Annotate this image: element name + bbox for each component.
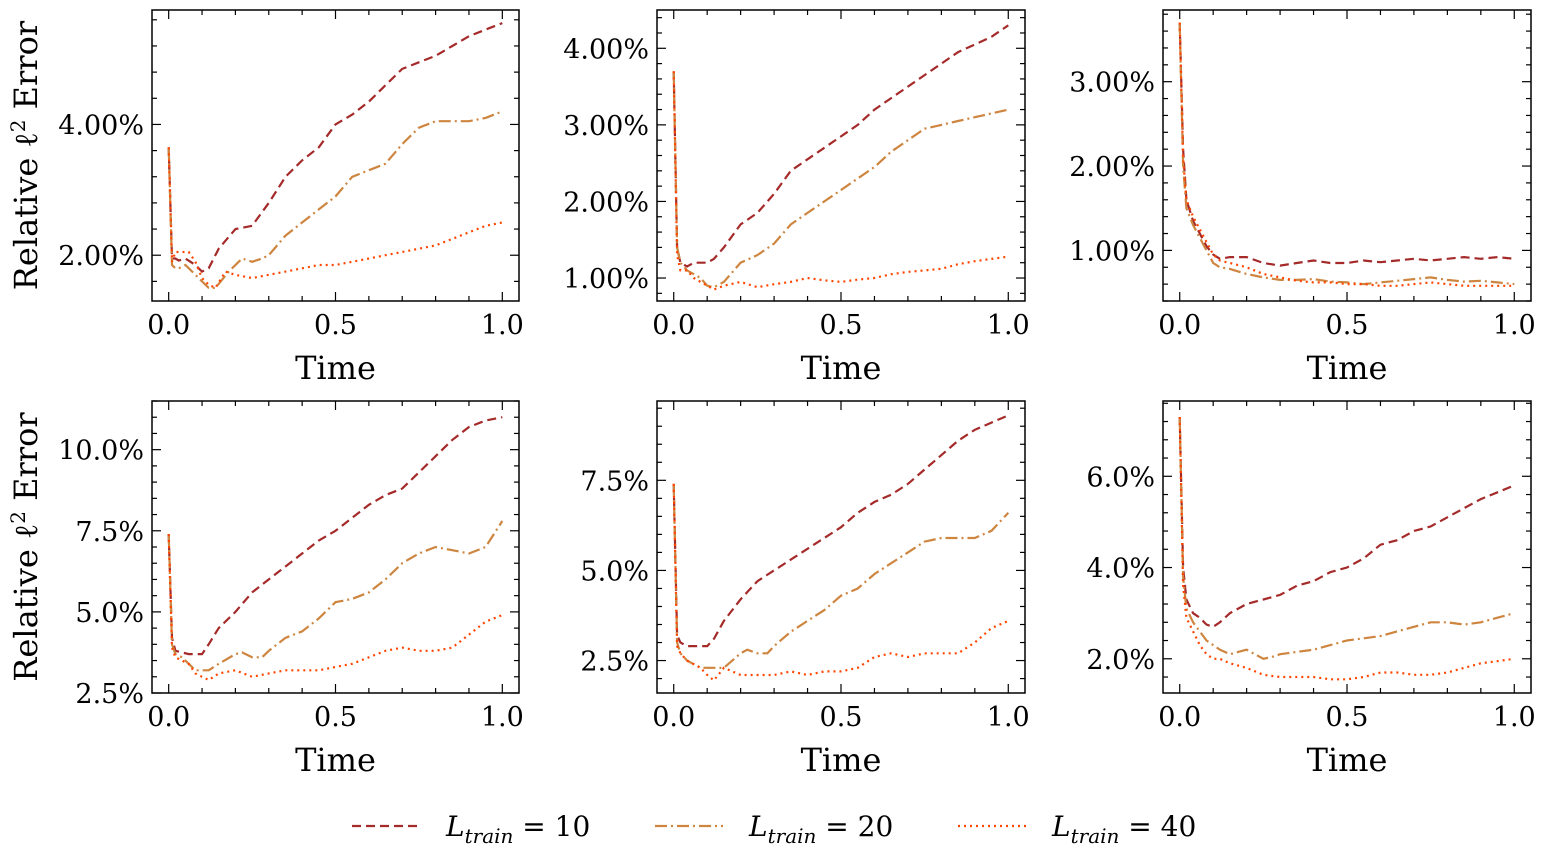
subplot-6: 0.0 0.5 1.0 2.0% 4.0% 6.0% Time <box>1086 400 1536 779</box>
series-line-2 <box>1178 416 1515 660</box>
subplot-3: 0.0 0.5 1.0 1.00% 2.00% 3.00% Time <box>1069 9 1536 387</box>
y-tick-label: 3.00% <box>1069 68 1155 99</box>
y-tick-label: 2.5% <box>75 679 144 710</box>
legend-label: Ltrain = 20 <box>748 810 893 848</box>
x-tick-label: 0.0 <box>1158 702 1201 733</box>
x-axis-title: Time <box>1307 349 1388 387</box>
series-line-3 <box>167 533 503 682</box>
series-line-3 <box>672 71 1009 291</box>
y-tick-label: 2.00% <box>58 241 144 272</box>
subplot-5: 0.0 0.5 1.0 2.5% 5.0% 7.5% Time <box>580 400 1030 779</box>
x-tick-label: 0.5 <box>820 702 863 733</box>
y-axis-title: Relative ℓ2 Error <box>6 20 45 290</box>
y-axis-title: Relative ℓ2 Error <box>6 412 45 682</box>
y-tick-label: 3.00% <box>563 111 649 142</box>
y-tick-label: 7.5% <box>75 517 144 548</box>
subplot-4: 0.0 0.5 1.0 2.5% 5.0% 7.5% 10.0% Time Relative ℓ… <box>6 400 524 779</box>
y-tick-label: 4.00% <box>58 110 144 141</box>
x-tick-label: 0.0 <box>652 310 695 341</box>
series-line-3 <box>167 147 503 290</box>
x-tick-label: 0.0 <box>147 310 190 341</box>
series-line-1 <box>1178 416 1515 629</box>
series-line-3 <box>672 483 1009 682</box>
x-tick-label: 1.0 <box>987 702 1030 733</box>
series-line-1 <box>672 24 1009 268</box>
x-tick-label: 0.5 <box>314 310 357 341</box>
x-axis-title: Time <box>1307 741 1388 779</box>
y-tick-label: 2.00% <box>563 187 649 218</box>
legend-entry-2: Ltrain = 20 <box>655 810 893 848</box>
axes-frame <box>656 400 1026 694</box>
series-line-2 <box>1178 22 1515 286</box>
series-line-3 <box>1178 22 1515 287</box>
y-tick-label: 4.00% <box>563 34 649 65</box>
y-tick-label: 10.0% <box>58 436 144 467</box>
series-line-2 <box>672 71 1009 289</box>
y-tick-label: 2.5% <box>580 647 649 678</box>
legend-label: Ltrain = 40 <box>1051 810 1196 848</box>
legend-entry-3: Ltrain = 40 <box>958 810 1196 848</box>
y-tick-label: 5.0% <box>580 556 649 587</box>
series-line-1 <box>672 414 1009 648</box>
y-tick-label: 5.0% <box>75 598 144 629</box>
legend-label: Ltrain = 10 <box>445 810 590 848</box>
x-tick-label: 1.0 <box>1493 310 1536 341</box>
x-tick-label: 1.0 <box>481 702 524 733</box>
axes-frame <box>151 9 520 302</box>
x-tick-label: 0.0 <box>652 702 695 733</box>
x-axis-title: Time <box>295 741 376 779</box>
x-axis-title: Time <box>295 349 376 387</box>
x-tick-label: 0.0 <box>1158 310 1201 341</box>
series-line-1 <box>167 22 503 273</box>
x-axis-title: Time <box>801 349 882 387</box>
series-line-2 <box>167 520 504 672</box>
legend: Ltrain = 10 Ltrain = 20 Ltrain = 40 <box>352 810 1196 848</box>
y-tick-label: 1.00% <box>1069 236 1155 267</box>
y-tick-label: 1.00% <box>563 264 649 295</box>
x-tick-label: 0.5 <box>1326 310 1369 341</box>
x-tick-label: 0.5 <box>1326 702 1369 733</box>
y-tick-label: 6.0% <box>1086 462 1155 493</box>
y-tick-label: 2.0% <box>1086 645 1155 676</box>
subplot-1: 0.0 0.5 1.0 2.00% 4.00% Time Relative ℓ2 Error <box>6 9 524 387</box>
series-line-3 <box>1178 416 1515 681</box>
x-tick-label: 0.5 <box>820 310 863 341</box>
series-line-1 <box>167 416 503 656</box>
x-tick-label: 0.5 <box>314 702 357 733</box>
x-tick-label: 1.0 <box>1493 702 1536 733</box>
x-tick-label: 1.0 <box>987 310 1030 341</box>
series-line-2 <box>167 110 503 289</box>
x-tick-label: 1.0 <box>481 310 524 341</box>
y-tick-label: 7.5% <box>580 466 649 497</box>
x-axis-title: Time <box>801 741 882 779</box>
y-tick-label: 2.00% <box>1069 152 1155 183</box>
x-tick-label: 0.0 <box>147 702 190 733</box>
axes-frame <box>151 400 520 694</box>
series-line-2 <box>672 483 1010 669</box>
axes-frame <box>656 9 1026 302</box>
legend-entry-1: Ltrain = 10 <box>352 810 590 848</box>
subplot-grid: 0.0 0.5 1.0 2.00% 4.00% Time Relative ℓ2 Error… <box>6 9 1536 779</box>
y-tick-label: 4.0% <box>1086 554 1155 585</box>
series-line-1 <box>1178 22 1515 267</box>
subplot-2: 0.0 0.5 1.0 1.00% 2.00% 3.00% 4.00% Time <box>563 9 1030 387</box>
